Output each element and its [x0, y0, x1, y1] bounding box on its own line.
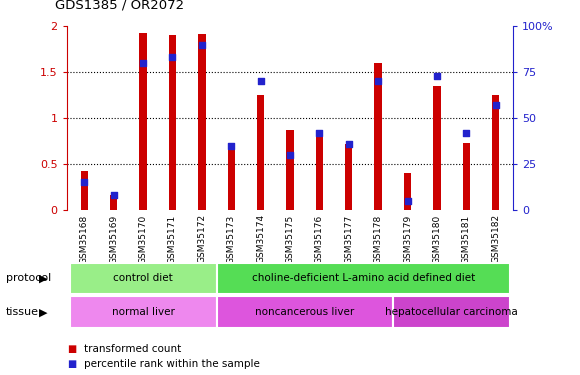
Bar [169, 36, 176, 210]
Point [109, 192, 118, 198]
Text: GSM35175: GSM35175 [285, 214, 295, 264]
Text: ▶: ▶ [39, 307, 48, 317]
Bar [198, 34, 205, 210]
Text: GSM35168: GSM35168 [80, 214, 89, 264]
Text: GSM35172: GSM35172 [197, 214, 206, 263]
Bar [216, 296, 393, 328]
Point [197, 42, 206, 48]
Point [432, 73, 441, 79]
Text: tissue: tissue [6, 307, 39, 317]
Point [168, 54, 177, 60]
Point [403, 198, 412, 204]
Bar [393, 296, 510, 328]
Text: GSM35169: GSM35169 [109, 214, 118, 264]
Point [344, 141, 353, 147]
Bar [287, 130, 293, 210]
Text: ▶: ▶ [39, 273, 48, 284]
Bar [139, 33, 147, 210]
Bar [345, 144, 353, 210]
Text: transformed count: transformed count [84, 344, 182, 354]
Bar [70, 262, 216, 294]
Text: GSM35177: GSM35177 [345, 214, 353, 264]
Bar [375, 63, 382, 210]
Text: GSM35182: GSM35182 [491, 214, 500, 263]
Text: ■: ■ [67, 359, 76, 369]
Text: ■: ■ [67, 344, 76, 354]
Bar [70, 296, 216, 328]
Point [374, 78, 383, 84]
Bar [433, 86, 441, 210]
Text: hepatocellular carcinoma: hepatocellular carcinoma [385, 307, 518, 317]
Point [139, 60, 148, 66]
Text: protocol: protocol [6, 273, 51, 284]
Bar [404, 173, 411, 210]
Text: GDS1385 / OR2072: GDS1385 / OR2072 [55, 0, 184, 11]
Text: GSM35174: GSM35174 [256, 214, 265, 263]
Point [462, 130, 471, 136]
Text: GSM35181: GSM35181 [462, 214, 471, 264]
Text: GSM35176: GSM35176 [315, 214, 324, 264]
Point [79, 180, 89, 186]
Bar [110, 195, 117, 210]
Point [285, 152, 295, 158]
Point [227, 143, 236, 149]
Text: control diet: control diet [113, 273, 173, 284]
Bar [463, 143, 470, 210]
Bar [492, 95, 499, 210]
Text: GSM35180: GSM35180 [433, 214, 441, 264]
Text: choline-deficient L-amino acid defined diet: choline-deficient L-amino acid defined d… [252, 273, 475, 284]
Point [256, 78, 265, 84]
Point [491, 102, 501, 108]
Text: GSM35170: GSM35170 [139, 214, 147, 264]
Bar [81, 171, 88, 210]
Bar [316, 130, 323, 210]
Text: GSM35178: GSM35178 [374, 214, 383, 264]
Point [315, 130, 324, 136]
Bar [227, 147, 235, 210]
Text: normal liver: normal liver [112, 307, 175, 317]
Text: noncancerous liver: noncancerous liver [255, 307, 354, 317]
Bar [257, 95, 264, 210]
Text: GSM35173: GSM35173 [227, 214, 235, 264]
Bar [216, 262, 510, 294]
Text: percentile rank within the sample: percentile rank within the sample [84, 359, 260, 369]
Text: GSM35179: GSM35179 [403, 214, 412, 264]
Text: GSM35171: GSM35171 [168, 214, 177, 264]
